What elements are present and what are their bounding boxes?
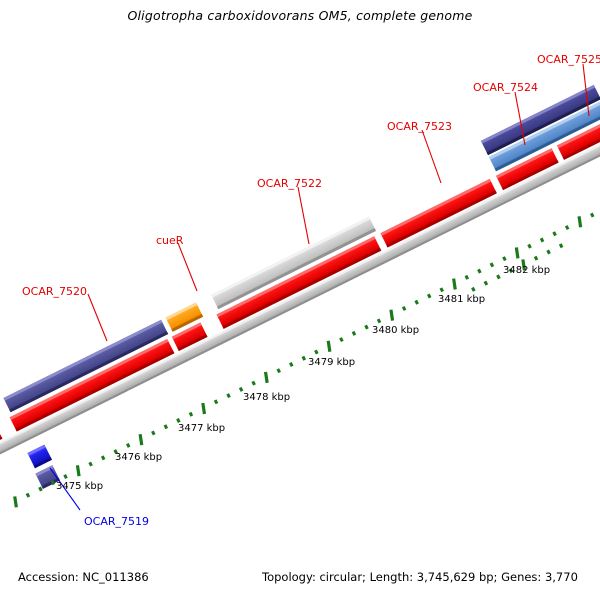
gene-label-cueR[interactable]: cueR bbox=[156, 234, 184, 247]
gene-label-OCAR_7519[interactable]: OCAR_7519 bbox=[84, 515, 150, 528]
page-title: Oligotropha carboxidovorans OM5, complet… bbox=[127, 8, 473, 23]
ruler-tick-label-3482: 3482 kbp bbox=[503, 265, 551, 276]
genome-ruler bbox=[13, 212, 595, 508]
status-bar: Accession: NC_011386 Topology: circular;… bbox=[0, 570, 600, 600]
genome-axis-group bbox=[0, 84, 600, 518]
topology-text: Topology: circular; Length: 3,745,629 bp… bbox=[262, 570, 578, 584]
ruler-tick-label-3480: 3480 kbp bbox=[372, 325, 420, 336]
feature-OCAR_7522[interactable] bbox=[211, 216, 376, 310]
feature-OCAR_7521-red[interactable] bbox=[9, 338, 175, 432]
leader-line-OCAR_7525 bbox=[582, 63, 590, 117]
leader-line-OCAR_7524 bbox=[514, 91, 526, 146]
ruler-ticks bbox=[13, 212, 595, 508]
leader-line-OCAR_7520 bbox=[87, 293, 108, 342]
leader-lines-group bbox=[49, 63, 590, 511]
genome-backbone bbox=[0, 140, 600, 462]
accession-text: Accession: NC_011386 bbox=[18, 570, 149, 584]
leader-line-OCAR_7522 bbox=[297, 186, 310, 245]
ruler-tick-label-3475: 3475 kbp bbox=[56, 481, 104, 492]
gene-label-OCAR_7523[interactable]: OCAR_7523 bbox=[387, 120, 453, 133]
ruler-tick-label-3476: 3476 kbp bbox=[115, 452, 163, 463]
feature-track-red[interactable] bbox=[0, 118, 600, 460]
feature-OCAR_7524-darkpurple[interactable] bbox=[480, 84, 600, 156]
gene-label-OCAR_7524[interactable]: OCAR_7524 bbox=[473, 81, 539, 94]
leader-line-cueR bbox=[177, 242, 198, 292]
feature-track-lower[interactable] bbox=[0, 443, 62, 518]
ruler-tick-label-3478: 3478 kbp bbox=[243, 392, 291, 403]
leader-line-OCAR_7523 bbox=[421, 129, 442, 184]
genome-ruler-upper bbox=[471, 243, 564, 292]
feature-cueR-red[interactable] bbox=[171, 322, 208, 352]
leader-line-OCAR_7519 bbox=[49, 467, 81, 511]
ruler-tick-label-3477: 3477 kbp bbox=[178, 423, 226, 434]
ruler-tick-label-3481: 3481 kbp bbox=[438, 294, 486, 305]
feature-track-upper[interactable] bbox=[0, 100, 600, 443]
ruler-tick-label-3479: 3479 kbp bbox=[308, 357, 356, 368]
feature-OCAR_7523[interactable] bbox=[380, 178, 497, 248]
feature-cueR[interactable] bbox=[165, 302, 204, 332]
feature-OCAR_7520[interactable] bbox=[3, 319, 169, 413]
feature-OCAR_7525-red[interactable] bbox=[556, 118, 600, 160]
feature-track-top[interactable] bbox=[480, 84, 600, 156]
feature-OCAR_7522-red[interactable] bbox=[216, 236, 382, 329]
gene-label-OCAR_7525[interactable]: OCAR_7525 bbox=[537, 53, 600, 66]
feature-OCAR_7519-blue[interactable] bbox=[27, 444, 52, 469]
gene-label-OCAR_7520[interactable]: OCAR_7520 bbox=[22, 285, 88, 298]
gene-label-OCAR_7522[interactable]: OCAR_7522 bbox=[257, 177, 323, 190]
feature-OCAR_7524-red[interactable] bbox=[495, 148, 559, 191]
feature-OCAR_7524-lightblue[interactable] bbox=[488, 100, 600, 172]
